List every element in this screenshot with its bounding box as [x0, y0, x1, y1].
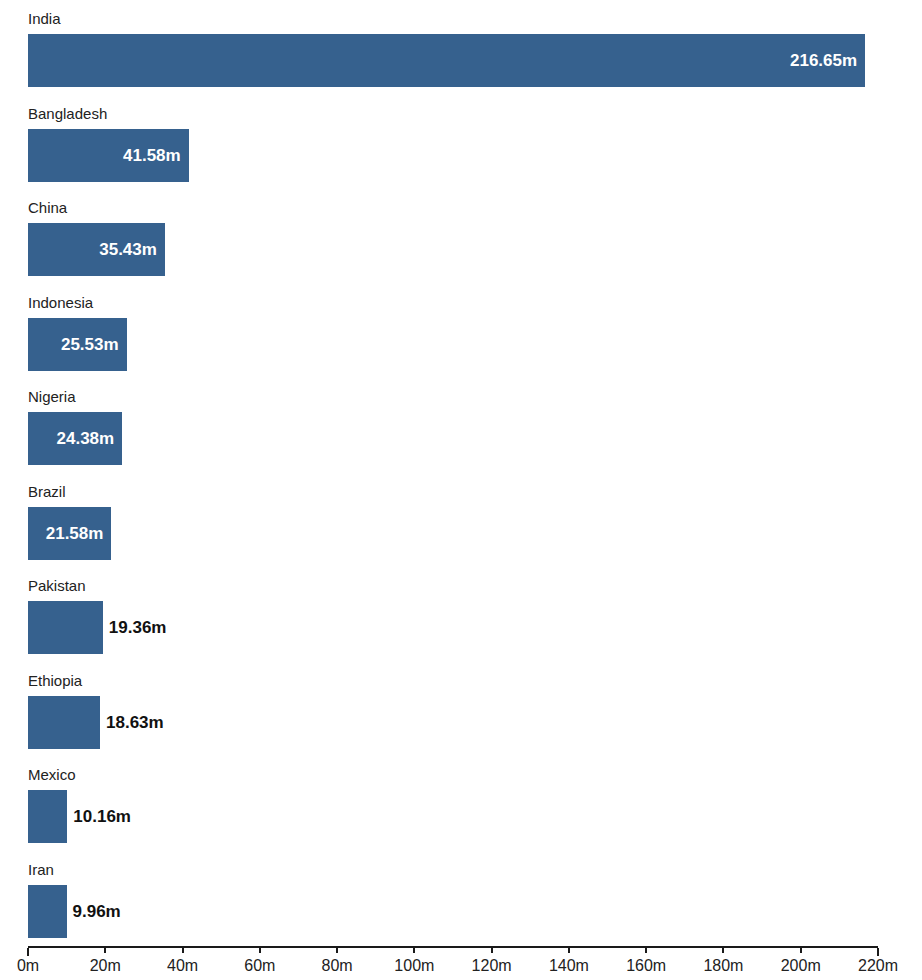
bar-row: Ethiopia 18.63m	[28, 662, 878, 757]
bar: 35.43m	[28, 223, 165, 276]
category-label: Mexico	[28, 765, 878, 785]
value-label: 25.53m	[61, 318, 119, 371]
x-axis-tick-label: 100m	[394, 957, 434, 975]
bar-row: Brazil 21.58m	[28, 473, 878, 568]
bar-track: 10.16m	[28, 790, 878, 843]
category-label: Pakistan	[28, 576, 878, 596]
x-axis-tick-label: 160m	[626, 957, 666, 975]
value-label: 19.36m	[109, 601, 167, 654]
value-label: 41.58m	[123, 129, 181, 182]
category-label: China	[28, 198, 878, 218]
bar	[28, 601, 103, 654]
category-label: India	[28, 9, 878, 29]
x-axis-tick	[645, 948, 647, 953]
x-axis-tick-label: 80m	[322, 957, 353, 975]
bar	[28, 696, 100, 749]
value-label: 216.65m	[790, 34, 857, 87]
x-axis-tick-label: 220m	[858, 957, 898, 975]
x-axis-line	[28, 946, 878, 948]
x-axis-tick	[259, 948, 261, 953]
bar-track: 9.96m	[28, 885, 878, 938]
bar-row: India 216.65m	[28, 0, 878, 95]
x-axis-tick	[568, 948, 570, 953]
x-axis-tick-label: 120m	[472, 957, 512, 975]
bar: 24.38m	[28, 412, 122, 465]
x-axis-tick	[722, 948, 724, 953]
x-axis-tick-label: 20m	[90, 957, 121, 975]
bar: 216.65m	[28, 34, 865, 87]
value-label: 35.43m	[99, 223, 157, 276]
x-axis-tick	[104, 948, 106, 953]
bar: 41.58m	[28, 129, 189, 182]
x-axis-tick	[336, 948, 338, 953]
category-label: Ethiopia	[28, 671, 878, 691]
x-axis-tick	[491, 948, 493, 953]
value-label: 21.58m	[46, 507, 104, 560]
bar	[28, 790, 67, 843]
bar-row: Mexico 10.16m	[28, 756, 878, 851]
x-axis-tick-label: 60m	[244, 957, 275, 975]
x-axis-tick-label: 40m	[167, 957, 198, 975]
category-label: Iran	[28, 860, 878, 880]
x-axis-tick	[800, 948, 802, 953]
x-axis: 0m20m40m60m80m100m120m140m160m180m200m22…	[28, 946, 878, 980]
bar-row: Iran 9.96m	[28, 851, 878, 946]
value-label: 18.63m	[106, 696, 164, 749]
bar-track: 25.53m	[28, 318, 878, 371]
bar-track: 21.58m	[28, 507, 878, 560]
value-label: 24.38m	[57, 412, 115, 465]
bar	[28, 885, 67, 938]
category-label: Indonesia	[28, 293, 878, 313]
category-label: Brazil	[28, 482, 878, 502]
x-axis-tick	[182, 948, 184, 953]
category-label: Bangladesh	[28, 104, 878, 124]
bar-row: Indonesia 25.53m	[28, 284, 878, 379]
bar-track: 18.63m	[28, 696, 878, 749]
x-axis-tick-label: 200m	[781, 957, 821, 975]
bar-rows: India 216.65m Bangladesh 41.58m China 35.43m I…	[28, 0, 878, 945]
bar-row: Bangladesh 41.58m	[28, 95, 878, 190]
x-axis-tick	[413, 948, 415, 953]
x-axis-tick-label: 140m	[549, 957, 589, 975]
bar-chart: India 216.65m Bangladesh 41.58m China 35.43m I…	[0, 0, 922, 980]
category-label: Nigeria	[28, 387, 878, 407]
bar: 25.53m	[28, 318, 127, 371]
x-axis-tick-label: 0m	[17, 957, 39, 975]
bar-track: 24.38m	[28, 412, 878, 465]
value-label: 10.16m	[73, 790, 131, 843]
x-axis-tick	[877, 948, 879, 956]
bar-track: 35.43m	[28, 223, 878, 276]
bar-track: 19.36m	[28, 601, 878, 654]
x-axis-tick-label: 180m	[703, 957, 743, 975]
bar-track: 216.65m	[28, 34, 878, 87]
bar-row: Pakistan 19.36m	[28, 567, 878, 662]
bar-track: 41.58m	[28, 129, 878, 182]
value-label: 9.96m	[73, 885, 121, 938]
bar-row: Nigeria 24.38m	[28, 378, 878, 473]
bar: 21.58m	[28, 507, 111, 560]
x-axis-tick	[27, 948, 29, 956]
bar-row: China 35.43m	[28, 189, 878, 284]
